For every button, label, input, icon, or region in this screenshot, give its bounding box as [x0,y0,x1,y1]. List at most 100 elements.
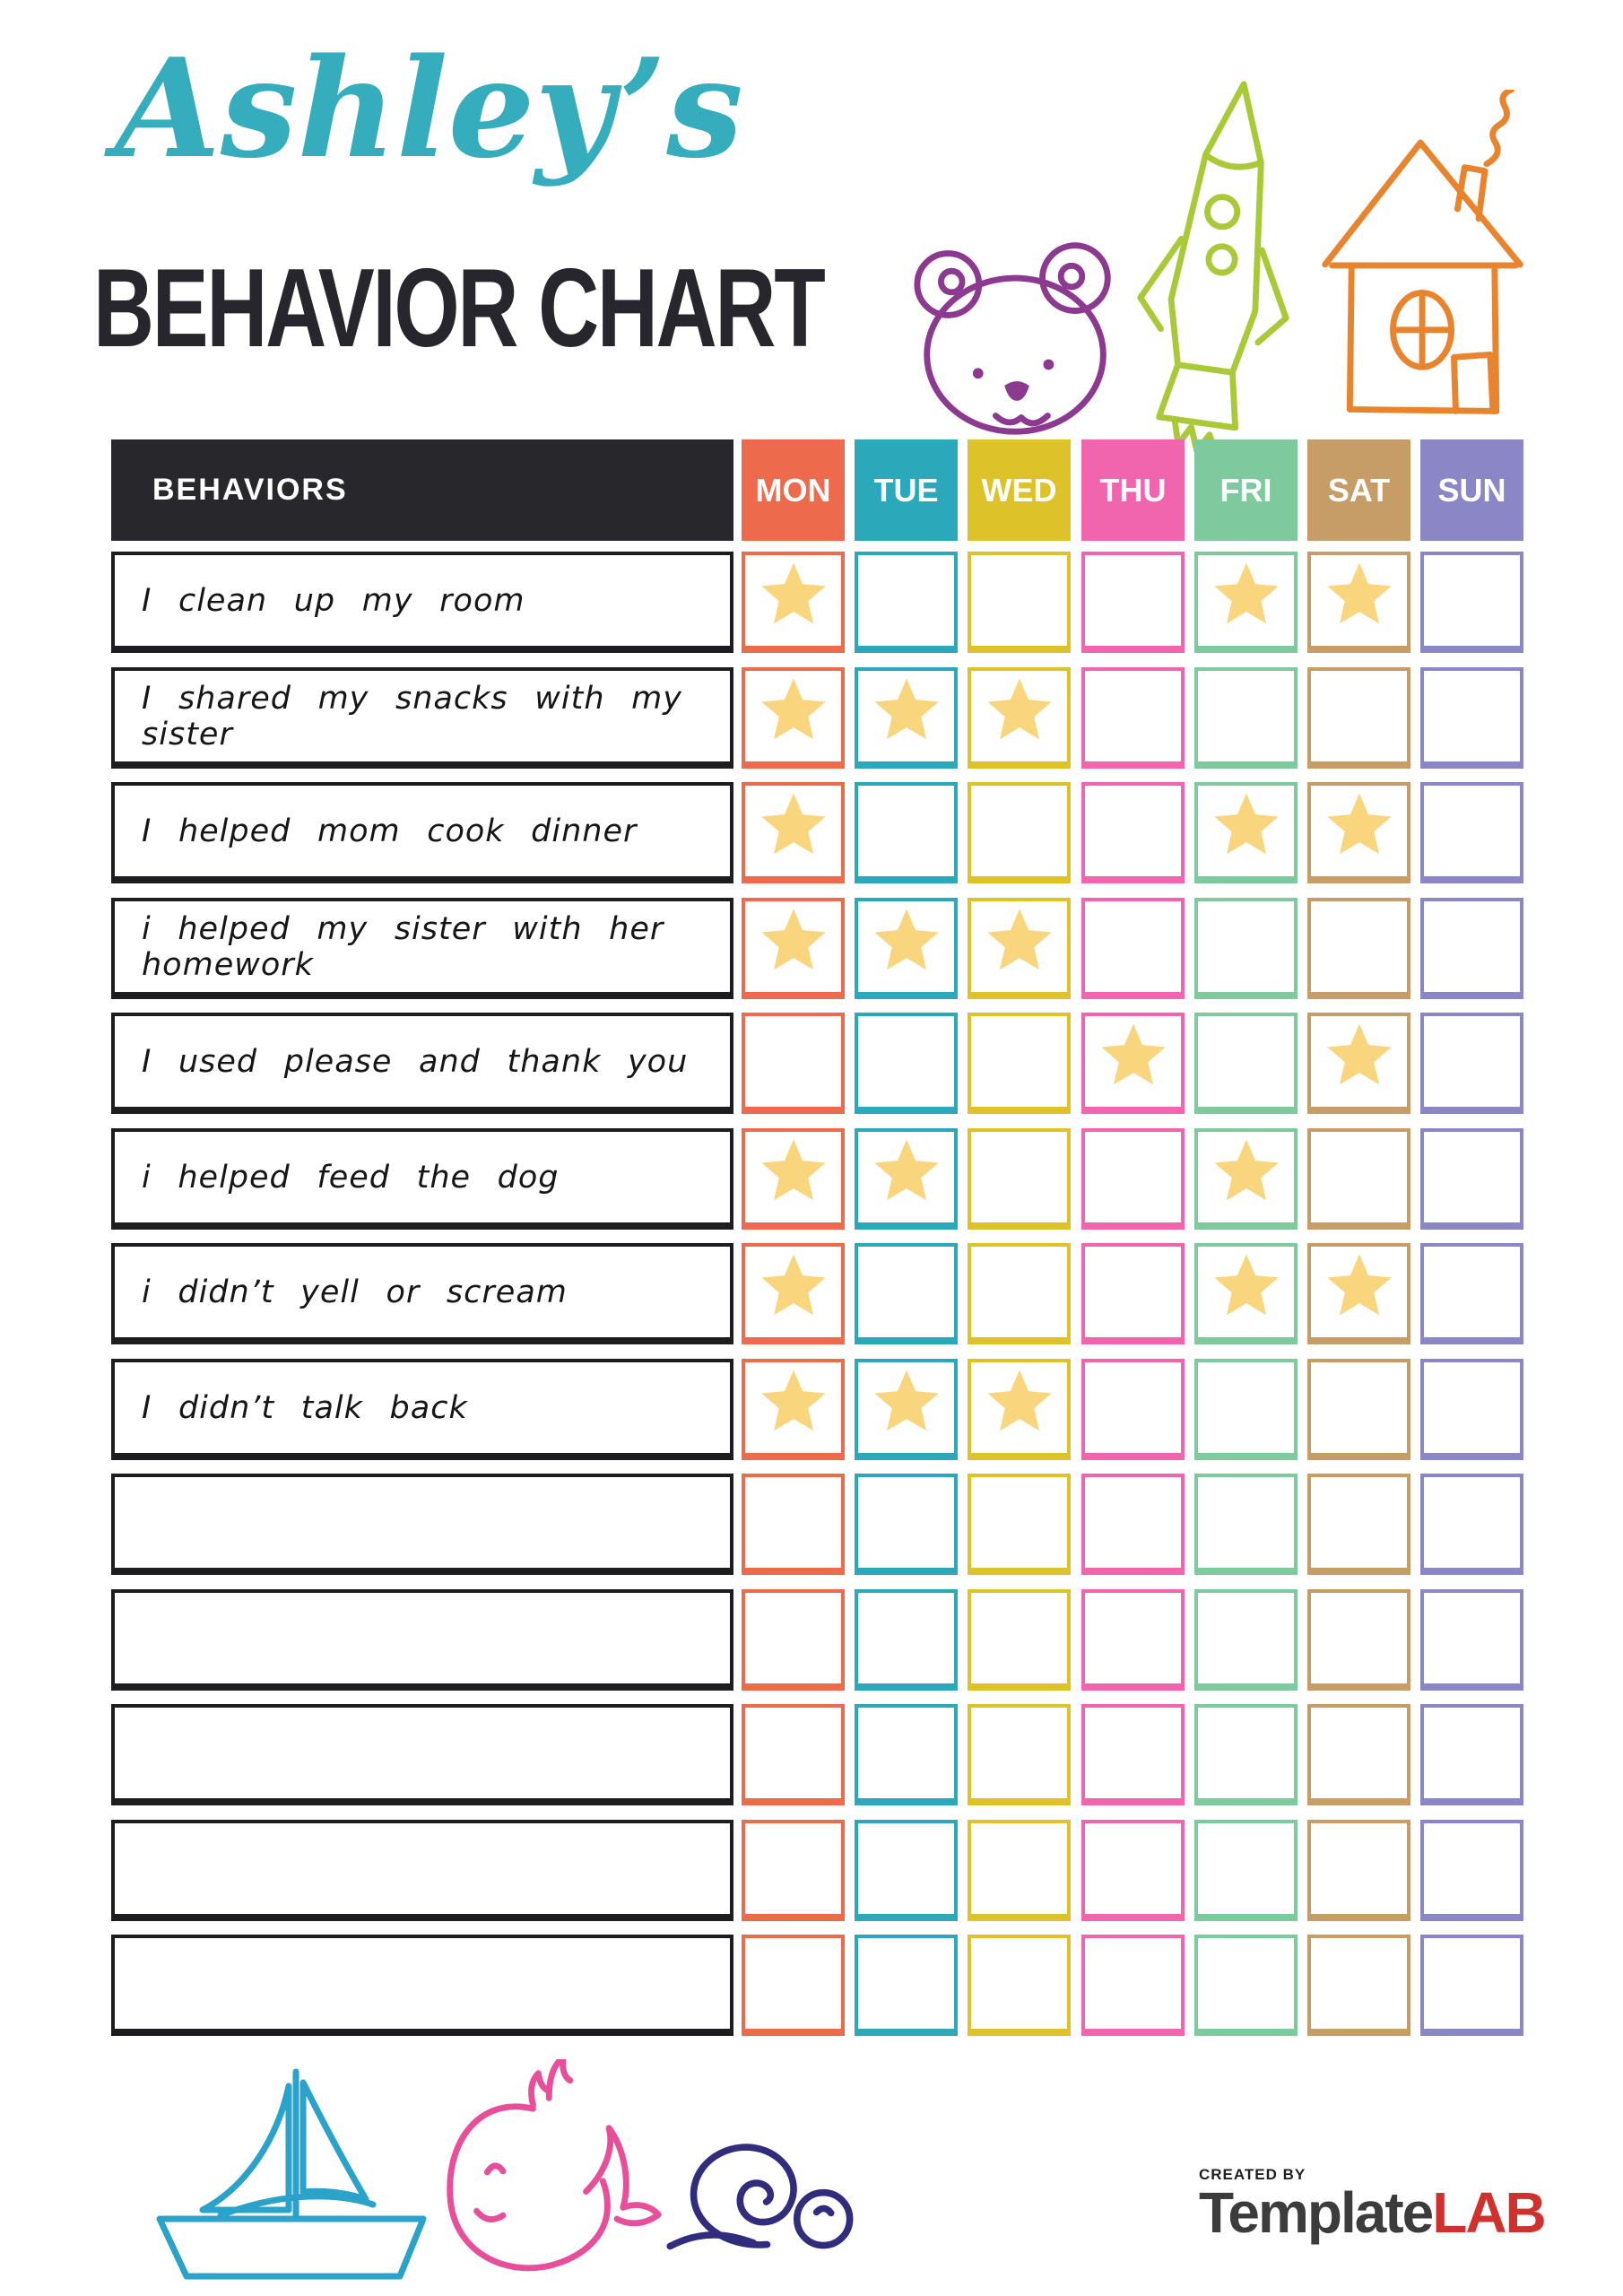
cell-sat-row7[interactable] [1307,1243,1410,1344]
cell-fri-row9[interactable] [1194,1474,1298,1575]
behavior-label-row8: I didn’t talk back [111,1359,733,1460]
cell-sat-row5[interactable] [1307,1013,1410,1114]
cell-fri-row7[interactable] [1194,1243,1298,1344]
cell-thu-row7[interactable] [1081,1243,1185,1344]
star-icon [760,1254,826,1316]
cell-wed-row12[interactable] [968,1820,1071,1921]
cell-sun-row7[interactable] [1420,1243,1523,1344]
star-icon [1213,1254,1279,1316]
cell-thu-row4[interactable] [1081,898,1185,999]
cell-wed-row4[interactable] [968,898,1071,999]
cell-tue-row9[interactable] [855,1474,958,1575]
cell-sun-row8[interactable] [1420,1359,1523,1460]
cell-wed-row6[interactable] [968,1128,1071,1230]
star-icon [1326,1023,1392,1085]
cell-mon-row3[interactable] [742,782,845,883]
cell-sun-row9[interactable] [1420,1474,1523,1575]
cell-wed-row1[interactable] [968,552,1071,653]
cell-fri-row8[interactable] [1194,1359,1298,1460]
cell-wed-row2[interactable] [968,667,1071,769]
cell-tue-row7[interactable] [855,1243,958,1344]
cell-tue-row4[interactable] [855,898,958,999]
cell-fri-row12[interactable] [1194,1820,1298,1921]
cell-thu-row6[interactable] [1081,1128,1185,1230]
cell-tue-row8[interactable] [855,1359,958,1460]
cell-tue-row1[interactable] [855,552,958,653]
cell-sun-row3[interactable] [1420,782,1523,883]
cell-sat-row10[interactable] [1307,1589,1410,1691]
cell-thu-row5[interactable] [1081,1013,1185,1114]
cell-fri-row5[interactable] [1194,1013,1298,1114]
cell-sun-row12[interactable] [1420,1820,1523,1921]
cell-wed-row3[interactable] [968,782,1071,883]
cell-fri-row1[interactable] [1194,552,1298,653]
cell-mon-row2[interactable] [742,667,845,769]
templatelab-logo: CREATED BY TemplateLAB [1199,2167,1547,2241]
cell-thu-row8[interactable] [1081,1359,1185,1460]
cell-thu-row10[interactable] [1081,1589,1185,1691]
cell-mon-row6[interactable] [742,1128,845,1230]
cell-thu-row3[interactable] [1081,782,1185,883]
cell-fri-row10[interactable] [1194,1589,1298,1691]
star-icon [986,909,1052,970]
cell-tue-row2[interactable] [855,667,958,769]
logo-template-text: Template [1199,2180,1434,2245]
cell-fri-row3[interactable] [1194,782,1298,883]
cell-sun-row2[interactable] [1420,667,1523,769]
cell-sat-row11[interactable] [1307,1704,1410,1805]
cell-sun-row1[interactable] [1420,552,1523,653]
cell-mon-row13[interactable] [742,1935,845,2036]
cell-mon-row10[interactable] [742,1589,845,1691]
cell-sat-row12[interactable] [1307,1820,1410,1921]
cell-sat-row6[interactable] [1307,1128,1410,1230]
cell-thu-row13[interactable] [1081,1935,1185,2036]
cell-thu-row2[interactable] [1081,667,1185,769]
cell-wed-row8[interactable] [968,1359,1071,1460]
cell-fri-row2[interactable] [1194,667,1298,769]
cell-sat-row4[interactable] [1307,898,1410,999]
cell-mon-row8[interactable] [742,1359,845,1460]
cell-fri-row13[interactable] [1194,1935,1298,2036]
cell-wed-row11[interactable] [968,1704,1071,1805]
cell-mon-row1[interactable] [742,552,845,653]
cell-fri-row6[interactable] [1194,1128,1298,1230]
cell-thu-row1[interactable] [1081,552,1185,653]
cell-sat-row1[interactable] [1307,552,1410,653]
cell-tue-row5[interactable] [855,1013,958,1114]
cell-wed-row5[interactable] [968,1013,1071,1114]
cell-wed-row9[interactable] [968,1474,1071,1575]
cell-thu-row9[interactable] [1081,1474,1185,1575]
cell-tue-row12[interactable] [855,1820,958,1921]
day-header-mon: MON [742,439,845,541]
cell-sat-row2[interactable] [1307,667,1410,769]
cell-sat-row9[interactable] [1307,1474,1410,1575]
day-header-sun: SUN [1420,439,1523,541]
cell-thu-row11[interactable] [1081,1704,1185,1805]
cell-tue-row6[interactable] [855,1128,958,1230]
cell-wed-row13[interactable] [968,1935,1071,2036]
cell-wed-row7[interactable] [968,1243,1071,1344]
cell-mon-row9[interactable] [742,1474,845,1575]
cell-tue-row11[interactable] [855,1704,958,1805]
cell-fri-row4[interactable] [1194,898,1298,999]
cell-tue-row13[interactable] [855,1935,958,2036]
cell-mon-row11[interactable] [742,1704,845,1805]
cell-sat-row8[interactable] [1307,1359,1410,1460]
cell-mon-row7[interactable] [742,1243,845,1344]
cell-wed-row10[interactable] [968,1589,1071,1691]
cell-sun-row4[interactable] [1420,898,1523,999]
cell-sun-row11[interactable] [1420,1704,1523,1805]
cell-thu-row12[interactable] [1081,1820,1185,1921]
cell-mon-row12[interactable] [742,1820,845,1921]
cell-sat-row3[interactable] [1307,782,1410,883]
cell-mon-row4[interactable] [742,898,845,999]
cell-sun-row10[interactable] [1420,1589,1523,1691]
cell-tue-row3[interactable] [855,782,958,883]
cell-mon-row5[interactable] [742,1013,845,1114]
cell-fri-row11[interactable] [1194,1704,1298,1805]
cell-sun-row13[interactable] [1420,1935,1523,2036]
cell-sun-row6[interactable] [1420,1128,1523,1230]
cell-sun-row5[interactable] [1420,1013,1523,1114]
cell-sat-row13[interactable] [1307,1935,1410,2036]
cell-tue-row10[interactable] [855,1589,958,1691]
